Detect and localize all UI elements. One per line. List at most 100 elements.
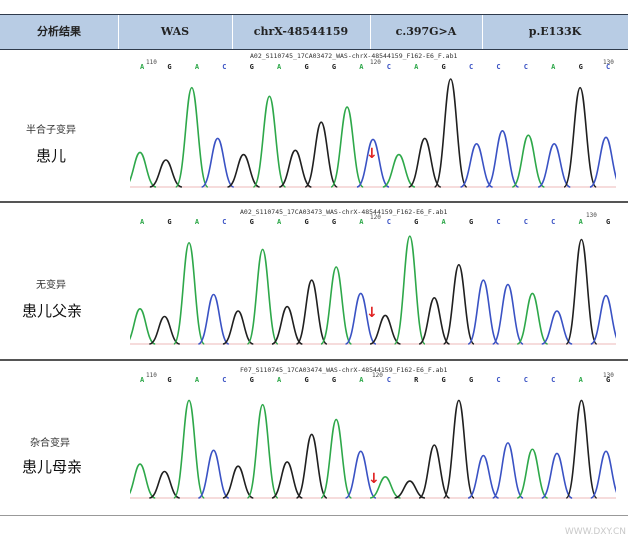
- file-name: A02_S110745_17CA03472_WAS-chrX-48544159_…: [250, 52, 458, 60]
- peak: [393, 235, 426, 345]
- base-call: C: [606, 63, 611, 71]
- base-call: C: [496, 63, 501, 71]
- peak: [271, 305, 303, 345]
- peak: [295, 433, 328, 499]
- peak: [565, 238, 598, 345]
- base-call: C: [386, 376, 391, 384]
- position-right: 130: [586, 212, 597, 219]
- panel-father: 无变异 患儿父亲 A02_S110745_17CA03473_WAS-chrX-…: [0, 204, 628, 358]
- file-name: F07_S110745_17CA03474_WAS-chrX-48544159_…: [240, 366, 448, 374]
- base-call: G: [578, 63, 583, 71]
- base-call: G: [304, 63, 309, 71]
- peak: [271, 461, 303, 499]
- base-call: C: [386, 218, 391, 226]
- peak: [227, 153, 260, 188]
- peak: [278, 149, 312, 188]
- base-call: A: [194, 218, 200, 226]
- peak: [295, 279, 328, 345]
- row-divider: [0, 359, 628, 361]
- base-call: C: [468, 63, 474, 71]
- base-call: G: [331, 376, 337, 384]
- peak: [320, 418, 353, 499]
- base-call: A: [140, 218, 145, 226]
- peak: [537, 142, 571, 188]
- base-call: A: [551, 63, 556, 71]
- peak: [246, 248, 279, 345]
- panel-proband: 半合子变异 患儿 A02_S110745_17CA03472_WAS-chrX-…: [0, 49, 628, 201]
- peak: [130, 151, 157, 188]
- position-mid: 120: [372, 372, 383, 379]
- peak: [485, 130, 519, 188]
- base-call: G: [167, 376, 172, 384]
- base-call: C: [551, 376, 556, 384]
- panel-big-label: 患儿父亲: [22, 302, 83, 320]
- base-call: A: [140, 63, 145, 71]
- base-call: G: [606, 376, 611, 384]
- header-row: 分析结果 WAS chrX-48544159 c.397G>A p.E133K: [0, 14, 628, 50]
- header-protein: p.E133K: [528, 25, 582, 38]
- base-call: C: [523, 63, 528, 71]
- peak: [516, 448, 549, 499]
- peak: [541, 452, 573, 499]
- base-call: G: [331, 218, 337, 226]
- peak: [460, 142, 494, 188]
- peak: [345, 292, 377, 345]
- header-gene: WAS: [118, 15, 233, 49]
- position-mid: 120: [370, 59, 381, 66]
- base-call: C: [222, 63, 227, 71]
- peak: [467, 454, 499, 499]
- peak: [330, 106, 364, 188]
- base-call: A: [359, 63, 364, 71]
- peak: [467, 279, 500, 345]
- base-call: G: [441, 376, 446, 384]
- peak: [590, 450, 616, 499]
- peak: [565, 399, 598, 499]
- watermark: WWW.DXY.CN: [564, 527, 626, 537]
- base-call: A: [277, 218, 282, 226]
- chromatogram: [130, 399, 616, 499]
- panel-small-label: 无变异: [36, 280, 66, 291]
- base-call: A: [277, 376, 282, 384]
- peak: [201, 137, 235, 188]
- peak: [442, 399, 475, 499]
- base-call: G: [167, 63, 172, 71]
- panel-small-label: 半合子变异: [26, 125, 76, 136]
- base-call: G: [167, 218, 172, 226]
- peak: [382, 153, 416, 188]
- peak: [197, 449, 230, 499]
- peak: [563, 86, 597, 188]
- peak: [130, 307, 156, 345]
- panel-big-label: 患儿: [36, 147, 67, 165]
- base-call: A: [441, 218, 446, 226]
- position-mid: 120: [370, 214, 381, 221]
- chromatogram: [130, 78, 616, 188]
- chromatogram: [130, 235, 616, 345]
- base-call: C: [496, 218, 501, 226]
- position-left: 110: [146, 372, 157, 379]
- panel-small-label: 杂合变异: [30, 438, 70, 449]
- base-call: C: [496, 376, 501, 384]
- base-call: C: [386, 63, 391, 71]
- base-call: G: [331, 63, 337, 71]
- peak: [418, 444, 450, 499]
- base-call: G: [606, 218, 611, 226]
- base-call: A: [194, 376, 200, 384]
- peak: [173, 241, 206, 345]
- base-call: G: [468, 376, 474, 384]
- peak: [345, 450, 377, 499]
- base-call: A: [359, 218, 364, 226]
- base-call: G: [468, 218, 474, 226]
- base-call: G: [249, 218, 254, 226]
- base-call: C: [222, 376, 227, 384]
- peak: [369, 314, 401, 345]
- base-call: C: [551, 218, 556, 226]
- peak: [511, 134, 545, 188]
- panel-big-label: 患儿母亲: [22, 458, 83, 476]
- peak: [394, 480, 426, 499]
- header-locus: chrX-48544159: [232, 15, 371, 49]
- peak: [252, 95, 287, 188]
- base-call: C: [523, 376, 528, 384]
- peak: [222, 310, 254, 345]
